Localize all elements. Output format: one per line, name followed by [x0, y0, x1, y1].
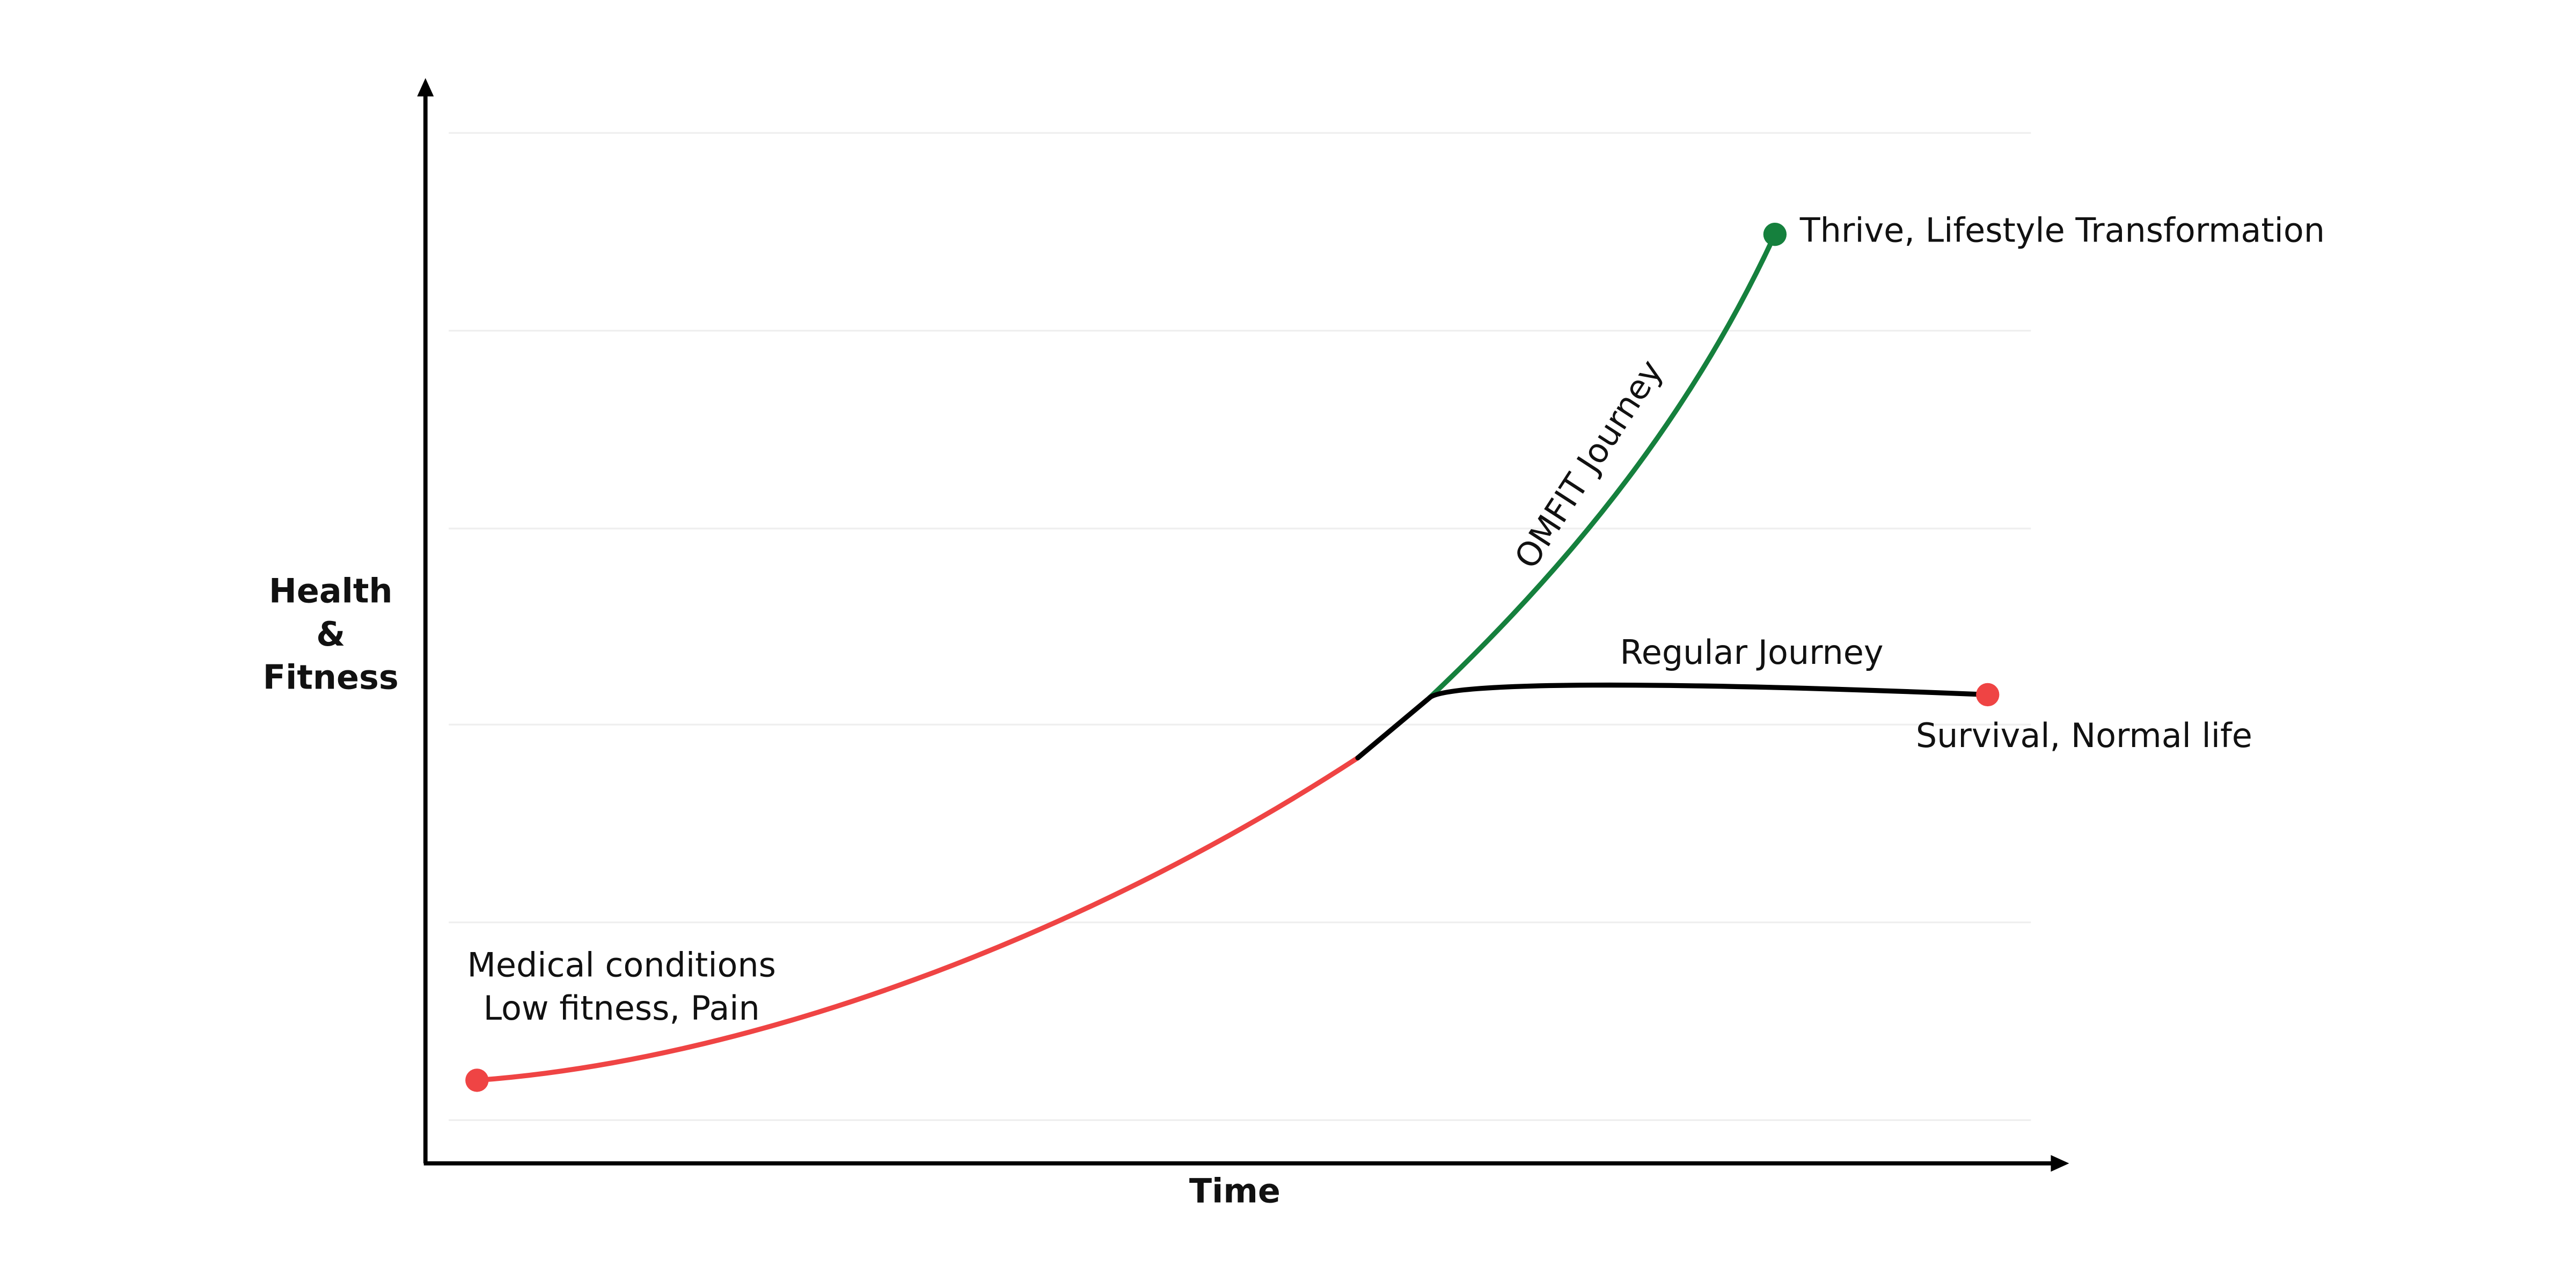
grid — [449, 132, 2031, 1121]
omfit-end-label: Thrive, Lifestyle Transformation — [1799, 211, 2325, 250]
regular-dot — [1976, 683, 2000, 707]
y-arrow — [417, 78, 434, 97]
start-dot — [465, 1069, 489, 1092]
start-label: Medical conditions — [467, 946, 775, 984]
axes — [417, 78, 2069, 1172]
start-curve — [474, 755, 1360, 1083]
curves — [474, 232, 1990, 1083]
omfit-dot — [1763, 222, 1787, 246]
y-axis-label: Fitness — [263, 658, 399, 697]
shared-curve — [1355, 695, 1432, 760]
start-label: Low fitness, Pain — [484, 989, 760, 1028]
omfit-curve — [1426, 232, 1777, 701]
regular-end-label: Survival, Normal life — [1916, 716, 2252, 755]
regular-path-label: Regular Journey — [1620, 633, 1884, 672]
regular-curve — [1426, 682, 1990, 701]
x-axis-label: Time — [1189, 1172, 1280, 1211]
x-arrow — [2051, 1155, 2069, 1172]
y-axis-label: & — [316, 615, 345, 654]
y-axis-label: Health — [269, 572, 393, 611]
